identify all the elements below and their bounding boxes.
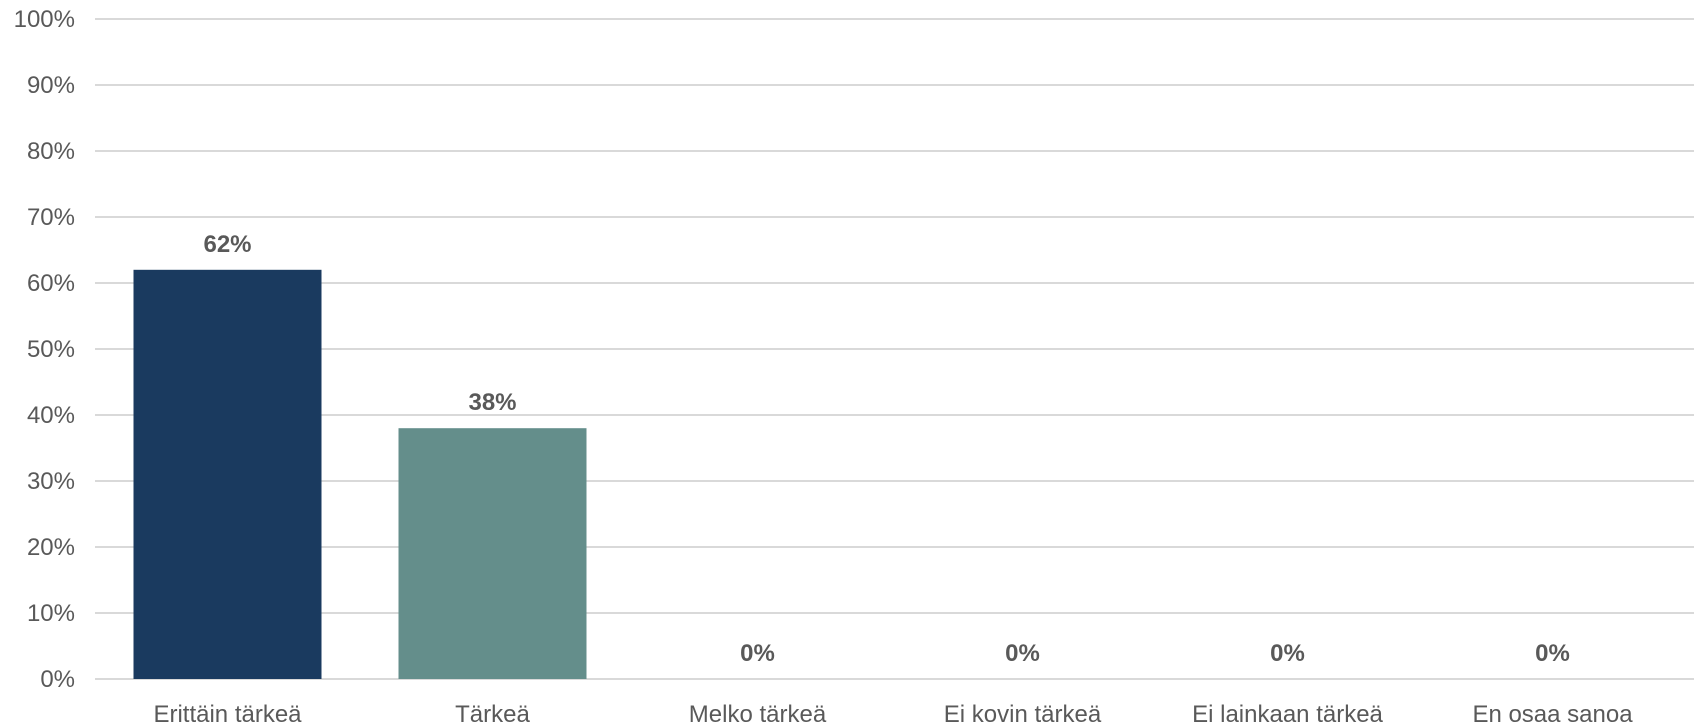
- y-tick-label-100: 100%: [14, 6, 75, 33]
- data-labels: 62% 38% 0% 0% 0% 0%: [203, 231, 1569, 667]
- category-label-2: Melko tärkeä: [689, 701, 827, 726]
- data-label-4: 0%: [1270, 640, 1305, 667]
- y-tick-label-80: 80%: [27, 138, 75, 165]
- y-tick-label-90: 90%: [27, 72, 75, 99]
- bars: [133, 269, 587, 679]
- y-axis-tick-labels: 0% 10% 20% 30% 40% 50% 60% 70% 80% 90% 100%: [14, 6, 75, 693]
- y-tick-label-20: 20%: [27, 534, 75, 561]
- gridlines: [95, 18, 1694, 680]
- category-label-1: Tärkeä: [455, 701, 530, 726]
- y-tick-label-50: 50%: [27, 336, 75, 363]
- y-tick-label-60: 60%: [27, 270, 75, 297]
- y-tick-label-0: 0%: [40, 666, 75, 693]
- y-tick-label-30: 30%: [27, 468, 75, 495]
- bar-1: [398, 428, 587, 679]
- category-labels: Erittäin tärkeä Tärkeä Melko tärkeä Ei kovi…: [153, 701, 1633, 726]
- bar-0: [133, 269, 322, 679]
- data-label-2: 0%: [740, 640, 775, 667]
- data-label-1: 38%: [468, 389, 516, 416]
- y-tick-label-10: 10%: [27, 600, 75, 627]
- data-label-0: 62%: [203, 231, 251, 258]
- category-label-5: En osaa sanoa: [1472, 701, 1633, 726]
- category-label-4: Ei lainkaan tärkeä: [1192, 701, 1383, 726]
- data-label-5: 0%: [1535, 640, 1570, 667]
- category-label-3: Ei kovin tärkeä: [944, 701, 1102, 726]
- y-tick-label-40: 40%: [27, 402, 75, 429]
- y-tick-label-70: 70%: [27, 204, 75, 231]
- category-label-0: Erittäin tärkeä: [153, 701, 302, 726]
- data-label-3: 0%: [1005, 640, 1040, 667]
